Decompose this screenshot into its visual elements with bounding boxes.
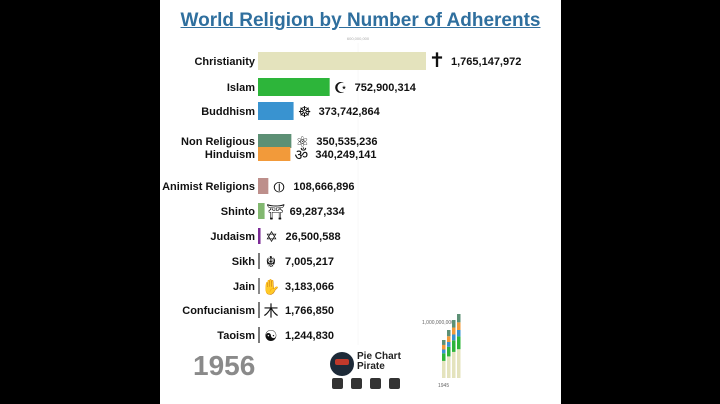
atom-icon: ⚛	[296, 133, 309, 151]
mini-bar-segment	[442, 353, 446, 361]
bar	[258, 52, 426, 70]
star-of-david-icon: ✡	[265, 228, 278, 246]
mini-bar-segment	[452, 327, 456, 335]
mini-bar-segment	[442, 340, 446, 345]
mini-bar-segment	[447, 342, 451, 347]
pirate-avatar	[330, 352, 354, 376]
crescent-star-icon: ☪	[334, 79, 347, 97]
value-label: 373,742,864	[319, 106, 381, 118]
om-icon: ॐ	[295, 146, 309, 164]
dharma-wheel-icon: ☸	[298, 103, 311, 121]
mini-history-chart: 1,000,000,000 1945	[422, 314, 461, 389]
category-label: Christianity	[194, 56, 255, 68]
value-label: 1,766,850	[285, 305, 334, 317]
bar	[258, 78, 330, 96]
mini-bar-segment	[447, 346, 451, 357]
value-label: 1,765,147,972	[451, 56, 521, 68]
bar	[258, 147, 291, 161]
value-label: 26,500,588	[286, 231, 341, 243]
category-label: Judaism	[210, 231, 255, 243]
category-label: Buddhism	[201, 106, 255, 118]
value-label: 752,900,314	[355, 82, 417, 94]
category-label: Shinto	[221, 206, 255, 218]
mini-bar-segment	[457, 336, 461, 350]
bar-chart: 600,000,000 Christianity ✝ 1,765,147,972 Isl…	[162, 36, 521, 345]
mini-bar-segment	[452, 340, 456, 352]
chart-title: World Religion by Number of Adherents	[180, 10, 541, 31]
category-label: Jain	[233, 281, 255, 293]
bar	[258, 134, 292, 148]
bar	[258, 228, 261, 244]
category-label: Hinduism	[205, 149, 255, 161]
mini-chart-year: 1945	[438, 383, 449, 389]
value-label: 3,183,066	[285, 281, 334, 293]
value-label: 340,249,141	[315, 149, 376, 161]
animist-symbol-icon: ⦶	[274, 178, 285, 196]
facebook-icon[interactable]	[351, 378, 362, 389]
mini-bar-segment	[457, 330, 461, 337]
torii-icon: ⛩	[266, 203, 285, 221]
category-label: Taoism	[217, 330, 255, 342]
cross-icon: ✝	[429, 48, 446, 72]
bar	[258, 302, 260, 318]
bar	[258, 203, 265, 219]
khanda-icon: ☬	[266, 253, 277, 271]
year-label: 1956	[193, 350, 256, 381]
mini-bar-segment	[457, 322, 461, 330]
reddit-icon[interactable]	[370, 378, 381, 389]
mini-bar-segment	[457, 314, 461, 323]
axis-tick-label: 600,000,000	[347, 36, 370, 41]
mini-bar-segment	[452, 334, 456, 341]
bar	[258, 253, 260, 269]
yin-yang-icon: ☯	[264, 327, 277, 345]
mini-bar-segment	[442, 349, 446, 354]
chart-frame: World Religion by Number of Adherents 60…	[160, 0, 561, 404]
confucian-symbol-icon: 木	[263, 302, 278, 320]
mini-bar-segment	[457, 349, 461, 378]
mini-chart-tick: 1,000,000,000	[422, 320, 454, 326]
category-label: Islam	[227, 82, 255, 94]
mini-bar-segment	[442, 344, 446, 350]
mini-bar-segment	[452, 320, 456, 328]
bar	[258, 278, 260, 294]
mini-bar-segment	[447, 330, 451, 337]
category-label: Confucianism	[182, 305, 255, 317]
mini-bar-segment	[447, 356, 451, 378]
value-label: 108,666,896	[293, 181, 354, 193]
mini-bar-segment	[442, 360, 446, 378]
category-label: Non Religious	[181, 136, 255, 148]
value-label: 7,005,217	[285, 256, 334, 268]
value-label: 1,244,830	[285, 330, 334, 342]
category-label: Sikh	[232, 256, 256, 268]
value-label: 350,535,236	[316, 136, 377, 148]
youtube-icon[interactable]	[332, 378, 343, 389]
mini-bar-segment	[452, 351, 456, 378]
category-label: Animist Religions	[162, 181, 255, 193]
bar	[258, 178, 269, 194]
social-icons	[332, 378, 412, 392]
value-label: 69,287,334	[290, 206, 346, 218]
jain-hand-icon: ✋	[262, 278, 281, 296]
mini-bar-segment	[447, 336, 451, 342]
bar	[258, 327, 260, 343]
bar	[258, 102, 294, 120]
brand-name: Pie Chart Pirate	[357, 351, 401, 372]
instagram-icon[interactable]	[389, 378, 400, 389]
